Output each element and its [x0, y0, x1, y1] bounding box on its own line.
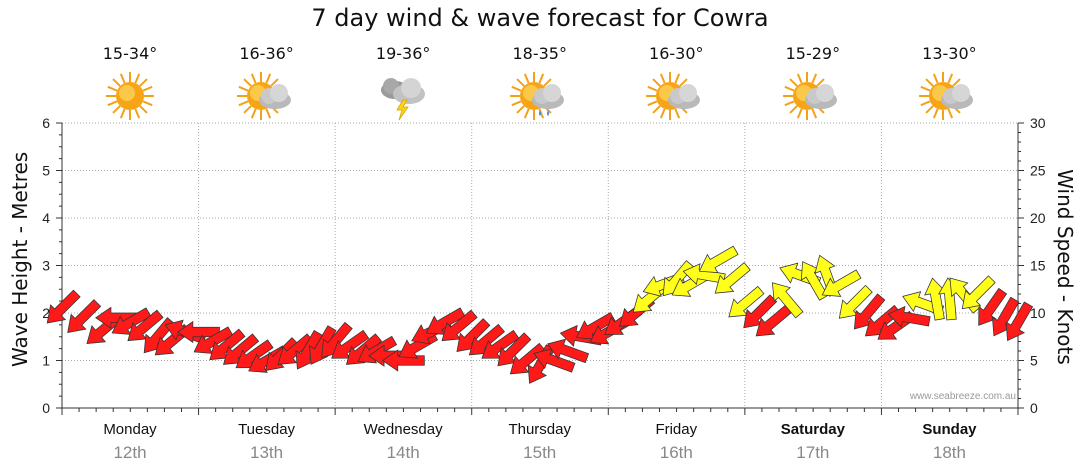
day-date-tuesday: 13th: [250, 443, 284, 462]
day-label-thursday: Thursday: [508, 421, 571, 438]
temperature-thursday: 18-35°: [512, 44, 567, 63]
sunny-icon: [106, 72, 154, 120]
wind-arrow: [177, 320, 220, 344]
right-tick-label: 20: [1030, 210, 1046, 226]
wind-arrow: [277, 333, 314, 365]
day-date-sunday: 18th: [932, 443, 966, 462]
temperature-wednesday: 19-36°: [375, 44, 431, 63]
day-label-monday: Monday: [103, 421, 157, 438]
wind-arrow: [295, 330, 323, 370]
wind-arrow: [698, 245, 739, 274]
wind-arrow: [682, 263, 726, 286]
wind-arrow: [381, 349, 425, 372]
partly-cloudy-icon: [236, 72, 291, 120]
sun-shower-icon: [509, 72, 564, 120]
watermark: www.seabreeze.com.au: [909, 391, 1016, 402]
wind-arrow: [481, 329, 520, 359]
wind-arrow: [978, 287, 1008, 326]
wind-arrow: [575, 312, 616, 340]
partly-cloudy-icon: [782, 72, 837, 120]
partly-cloudy-icon: [919, 72, 974, 120]
day-date-thursday: 15th: [523, 443, 557, 462]
wind-arrow: [509, 342, 546, 375]
thunderstorm-icon: [381, 78, 426, 121]
left-tick-label: 6: [42, 115, 50, 131]
wind-arrow: [441, 309, 478, 342]
wind-arrow: [209, 328, 246, 361]
wind-arrow: [771, 282, 804, 319]
wind-arrow: [755, 304, 792, 337]
left-tick-label: 4: [42, 210, 50, 226]
wind-arrow: [838, 284, 873, 319]
temperature-monday: 15-34°: [102, 44, 158, 63]
wind-arrow: [223, 333, 260, 365]
day-date-friday: 16th: [659, 443, 693, 462]
wind-arrow: [127, 309, 164, 342]
day-date-saturday: 17th: [796, 443, 830, 462]
day-date-monday: 12th: [113, 443, 147, 462]
chart-title: 7 day wind & wave forecast for Cowra: [311, 4, 769, 32]
wind-arrow: [1005, 301, 1034, 342]
left-tick-label: 1: [42, 353, 50, 369]
right-tick-label: 0: [1030, 400, 1038, 416]
right-tick-label: 25: [1030, 163, 1046, 179]
right-tick-label: 15: [1030, 258, 1046, 274]
wind-arrow: [95, 306, 138, 329]
temperature-sunday: 13-30°: [922, 44, 977, 63]
wind-arrow: [468, 323, 505, 356]
wind-arrow: [425, 307, 466, 335]
wind-arrow: [456, 318, 491, 353]
wind-arrow: [331, 329, 370, 359]
wind-arrow: [497, 332, 532, 367]
left-tick-label: 0: [42, 400, 50, 416]
wind-arrow: [111, 307, 152, 335]
day-label-sunday: Sunday: [922, 421, 977, 438]
wind-arrow: [67, 299, 102, 334]
wind-arrow: [961, 275, 996, 310]
wind-arrow: [743, 294, 778, 329]
wind-arrow: [193, 326, 234, 354]
day-date-wednesday: 14th: [386, 443, 420, 462]
wind-arrow: [821, 269, 862, 297]
wind-arrow: [46, 289, 81, 324]
partly-cloudy-icon: [646, 72, 701, 120]
wind-arrow: [924, 277, 947, 321]
day-label-tuesday: Tuesday: [238, 421, 296, 438]
temperature-saturday: 15-29°: [785, 44, 841, 63]
day-label-wednesday: Wednesday: [363, 421, 443, 438]
day-label-saturday: Saturday: [780, 421, 845, 438]
wind-arrow: [547, 338, 590, 364]
right-tick-label: 5: [1030, 353, 1038, 369]
left-tick-label: 2: [42, 305, 50, 321]
right-tick-label: 30: [1030, 115, 1046, 131]
wind-arrow: [853, 293, 886, 330]
left-tick-label: 3: [42, 258, 50, 274]
wind-arrow: [728, 285, 765, 318]
right-tick-label: 10: [1030, 305, 1046, 321]
temperature-tuesday: 16-36°: [239, 44, 294, 63]
temperature-friday: 16-30°: [649, 44, 704, 63]
wind-arrow: [714, 262, 751, 294]
wind-arrow: [533, 348, 576, 373]
day-label-friday: Friday: [655, 421, 698, 438]
wind-arrow: [887, 305, 931, 328]
left-tick-label: 5: [42, 163, 50, 179]
